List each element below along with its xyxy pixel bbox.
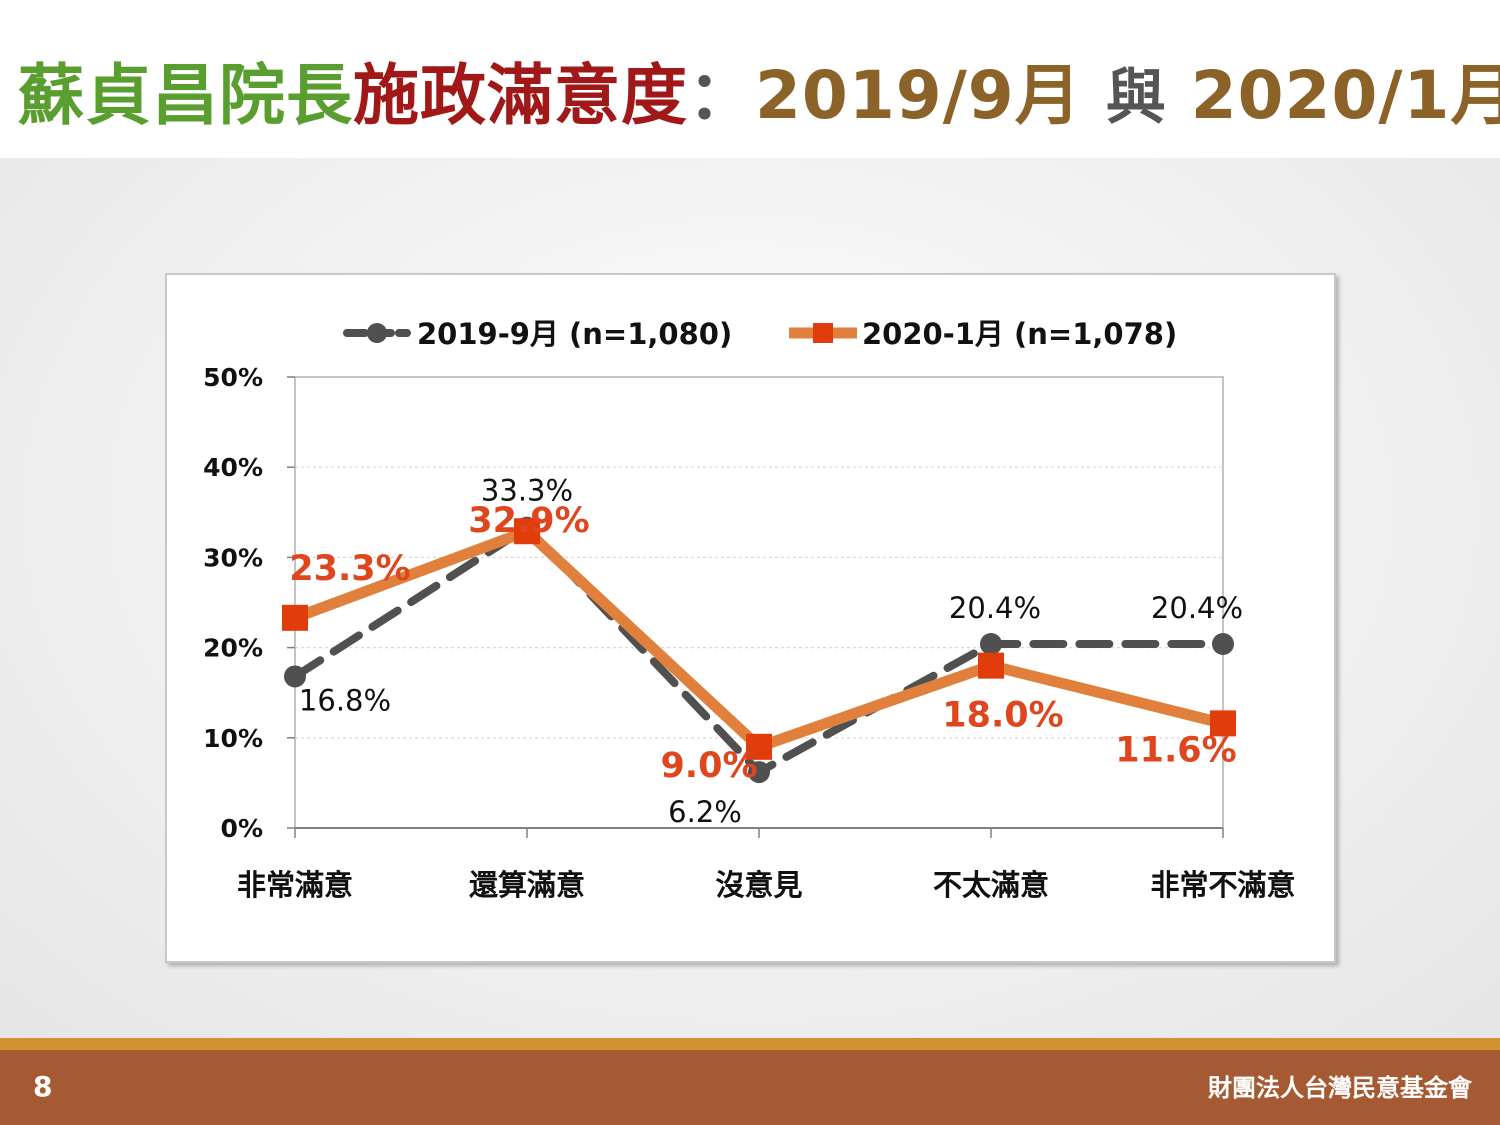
footer-accent-bar (0, 1038, 1500, 1050)
series-2019-point (748, 761, 770, 784)
title-part-date1: 2019/9月 (755, 57, 1082, 134)
y-tick-label: 40% (203, 453, 263, 482)
title-connector: 與 (1105, 63, 1167, 133)
legend-2020-marker (813, 323, 833, 343)
x-tick-label: 非常不滿意 (1150, 868, 1295, 902)
line-chart: 0% 10% 20% 30% 40% 50% 非常滿意 還算滿意 沒意見 不太滿意 非常不滿意 16.… (203, 317, 1295, 902)
legend-2019-marker (367, 323, 387, 343)
page-title: 蘇貞昌院長施政滿意度：2019/9月 與 2020/1月 (18, 42, 1500, 134)
series-2020-data-label: 23.3% (289, 549, 410, 589)
series-2020-point (746, 733, 772, 760)
series-2020-data-label: 32.9% (468, 501, 589, 541)
title-part-satisfaction: 施政滿意度 (353, 57, 688, 134)
legend-2019-label: 2019-9月 (n=1,080) (417, 317, 732, 351)
series-2020-data-label: 11.6% (1115, 730, 1236, 770)
plot-area-border (294, 376, 1224, 829)
title-part-premier: 蘇貞昌院長 (18, 57, 353, 134)
y-tick-label: 0% (221, 814, 263, 843)
series-2019-data-label: 6.2% (668, 795, 742, 829)
series-2020-line (293, 525, 1225, 753)
series-2020-data-label: 9.0% (660, 746, 757, 786)
page-number: 8 (33, 1070, 53, 1103)
series-2019-data-label: 16.8% (299, 683, 391, 717)
series-2019-point (284, 665, 306, 688)
series-2019-data-label: 33.3% (481, 474, 573, 508)
series-2019-data-label: 20.4% (1151, 591, 1243, 625)
x-tick-label: 還算滿意 (469, 868, 585, 902)
x-tick-label: 不太滿意 (933, 868, 1049, 902)
series-2020-data-label: 18.0% (942, 696, 1063, 736)
title-colon: ： (688, 57, 755, 134)
series-2020-point (978, 652, 1004, 679)
x-tick-label: 非常滿意 (237, 868, 353, 902)
series-2020-point (1210, 710, 1236, 737)
x-tick-label: 沒意見 (715, 868, 802, 902)
y-tick-label: 50% (203, 363, 263, 392)
y-tick-label: 10% (203, 724, 263, 753)
chart-frame: 0% 10% 20% 30% 40% 50% 非常滿意 還算滿意 沒意見 不太滿意 非常不滿意 16.… (165, 273, 1336, 963)
series-2019-point (1212, 632, 1234, 655)
title-part-date2: 2020/1月 (1190, 57, 1500, 134)
series-2019-data-label: 20.4% (949, 591, 1041, 625)
y-tick-label: 20% (203, 634, 263, 663)
organization-name: 財團法人台灣民意基金會 (1208, 1074, 1472, 1102)
series-2020-point (282, 604, 308, 631)
y-tick-label: 30% (203, 543, 263, 572)
series-2019-point (980, 632, 1002, 655)
series-2020-point (514, 518, 540, 545)
footer-bar (0, 1050, 1500, 1125)
legend-2020-label: 2020-1月 (n=1,078) (862, 317, 1177, 351)
